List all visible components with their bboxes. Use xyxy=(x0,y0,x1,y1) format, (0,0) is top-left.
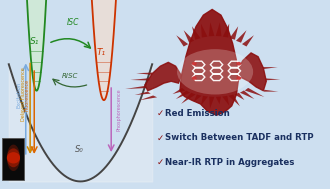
Polygon shape xyxy=(266,78,280,80)
Text: S₀: S₀ xyxy=(75,145,83,154)
Polygon shape xyxy=(125,86,147,89)
Text: Switch Between TADF and RTP: Switch Between TADF and RTP xyxy=(165,133,314,143)
Polygon shape xyxy=(181,93,196,104)
Polygon shape xyxy=(209,97,214,109)
Ellipse shape xyxy=(7,148,20,167)
Text: ✓: ✓ xyxy=(157,158,164,167)
Text: Delayed Fluorescence: Delayed Fluorescence xyxy=(20,68,26,121)
Polygon shape xyxy=(140,95,157,100)
Polygon shape xyxy=(176,91,190,99)
Circle shape xyxy=(192,63,196,65)
Polygon shape xyxy=(81,0,127,100)
Polygon shape xyxy=(194,94,202,102)
Polygon shape xyxy=(263,67,278,69)
Polygon shape xyxy=(130,78,149,81)
Polygon shape xyxy=(180,9,239,115)
Polygon shape xyxy=(236,53,266,91)
Polygon shape xyxy=(16,0,57,91)
Polygon shape xyxy=(192,26,201,40)
Ellipse shape xyxy=(7,145,20,171)
Text: T₁: T₁ xyxy=(96,48,106,57)
Polygon shape xyxy=(240,91,254,99)
Text: S₁: S₁ xyxy=(30,37,39,46)
Text: Excitation: Excitation xyxy=(16,81,21,108)
Text: Red Emission: Red Emission xyxy=(165,109,230,118)
Polygon shape xyxy=(263,90,279,92)
Polygon shape xyxy=(145,62,182,91)
Polygon shape xyxy=(209,22,214,36)
FancyBboxPatch shape xyxy=(2,138,24,180)
Text: RISC: RISC xyxy=(61,73,78,79)
Ellipse shape xyxy=(177,49,253,94)
Polygon shape xyxy=(234,93,245,100)
Polygon shape xyxy=(176,35,188,46)
Polygon shape xyxy=(228,94,240,106)
Polygon shape xyxy=(236,30,247,43)
Polygon shape xyxy=(173,88,185,94)
Circle shape xyxy=(237,63,241,65)
Text: Phosphorescence: Phosphorescence xyxy=(116,88,121,131)
Ellipse shape xyxy=(7,152,20,163)
Text: ✓: ✓ xyxy=(157,109,164,118)
Polygon shape xyxy=(223,24,229,38)
Polygon shape xyxy=(222,96,229,106)
Text: ISC: ISC xyxy=(66,18,79,27)
Polygon shape xyxy=(136,73,152,75)
Text: ✓: ✓ xyxy=(157,133,164,143)
Polygon shape xyxy=(184,30,194,43)
Polygon shape xyxy=(135,92,151,95)
Text: Near-IR RTP in Aggregates: Near-IR RTP in Aggregates xyxy=(165,158,295,167)
Text: Fluorescence: Fluorescence xyxy=(25,78,30,111)
Polygon shape xyxy=(201,24,208,38)
Polygon shape xyxy=(201,96,208,106)
Polygon shape xyxy=(216,22,221,36)
Polygon shape xyxy=(242,35,254,46)
Polygon shape xyxy=(245,88,264,97)
Circle shape xyxy=(237,77,241,79)
Polygon shape xyxy=(216,97,221,104)
Circle shape xyxy=(192,77,196,79)
Polygon shape xyxy=(230,26,238,40)
